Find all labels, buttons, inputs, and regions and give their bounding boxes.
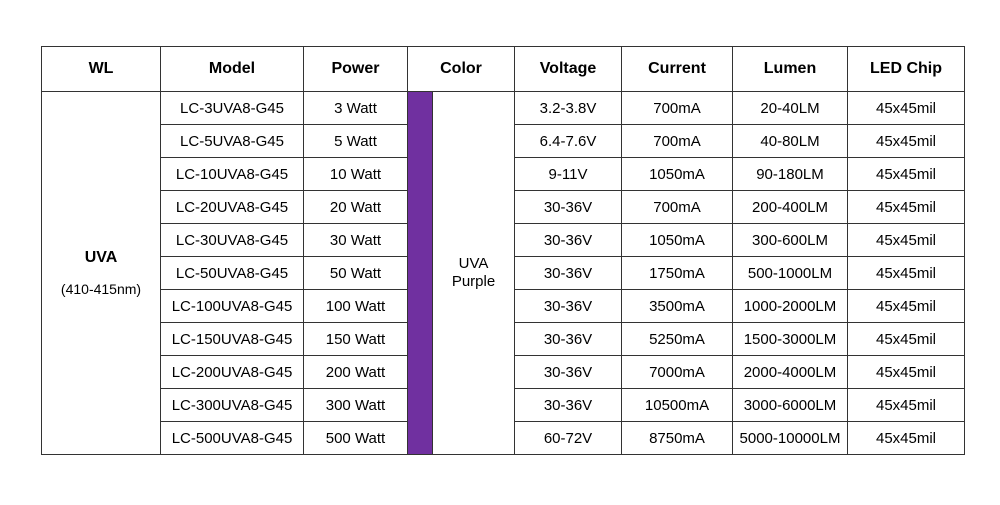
led-chip-cell: 45x45mil xyxy=(847,289,965,323)
color-line-1: UVA xyxy=(458,255,489,272)
voltage-cell: 30-36V xyxy=(514,322,622,356)
table-row: LC-500UVA8-G45 500 Watt 60-72V 8750mA 5000-1… xyxy=(42,421,965,455)
table-row: LC-10UVA8-G45 10 Watt 9-11V 1050mA 90-180LM 4… xyxy=(42,157,965,191)
voltage-cell: 3.2-3.8V xyxy=(514,91,622,125)
color-swatch xyxy=(407,91,433,455)
led-chip-cell: 45x45mil xyxy=(847,223,965,257)
model-cell: LC-500UVA8-G45 xyxy=(160,421,304,455)
table-row: LC-5UVA8-G45 5 Watt 6.4-7.6V 700mA 40-80LM 45… xyxy=(42,124,965,158)
led-chip-cell: 45x45mil xyxy=(847,355,965,389)
wavelength-name: UVA xyxy=(84,248,118,266)
model-cell: LC-10UVA8-G45 xyxy=(160,157,304,191)
lumen-cell: 1000-2000LM xyxy=(732,289,848,323)
led-chip-cell: 45x45mil xyxy=(847,190,965,224)
voltage-cell: 30-36V xyxy=(514,355,622,389)
power-cell: 500 Watt xyxy=(303,421,408,455)
voltage-cell: 30-36V xyxy=(514,190,622,224)
header-current: Current xyxy=(621,46,733,92)
table-row: UVA (410-415nm) LC-3UVA8-G45 3 Watt UVA Purpl… xyxy=(41,91,965,455)
led-chip-cell: 45x45mil xyxy=(847,91,965,125)
model-cell: LC-200UVA8-G45 xyxy=(160,355,304,389)
table-row: LC-50UVA8-G45 50 Watt 30-36V 1750mA 500-1000… xyxy=(42,256,965,290)
current-cell: 1750mA xyxy=(621,256,733,290)
lumen-cell: 500-1000LM xyxy=(732,256,848,290)
header-voltage: Voltage xyxy=(514,46,622,92)
current-cell: 8750mA xyxy=(621,421,733,455)
current-cell: 3500mA xyxy=(621,289,733,323)
power-cell: 10 Watt xyxy=(303,157,408,191)
power-cell: 300 Watt xyxy=(303,388,408,422)
lumen-cell: 1500-3000LM xyxy=(732,322,848,356)
current-cell: 1050mA xyxy=(621,157,733,191)
model-cell: LC-150UVA8-G45 xyxy=(160,322,304,356)
header-power: Power xyxy=(303,46,408,92)
lumen-cell: 2000-4000LM xyxy=(732,355,848,389)
model-cell: LC-30UVA8-G45 xyxy=(160,223,304,257)
model-cell: LC-20UVA8-G45 xyxy=(160,190,304,224)
power-cell: 50 Watt xyxy=(303,256,408,290)
lumen-cell: 90-180LM xyxy=(732,157,848,191)
table-body: UVA (410-415nm) LC-3UVA8-G45 3 Watt UVA Purpl… xyxy=(41,91,965,455)
voltage-cell: 30-36V xyxy=(514,289,622,323)
table-row: LC-20UVA8-G45 20 Watt 30-36V 700mA 200-400LM… xyxy=(42,190,965,224)
table-row: LC-30UVA8-G45 30 Watt 30-36V 1050mA 300-600L… xyxy=(42,223,965,257)
color-line-2: Purple xyxy=(451,273,496,290)
led-chip-cell: 45x45mil xyxy=(847,256,965,290)
lumen-cell: 40-80LM xyxy=(732,124,848,158)
table-row: LC-200UVA8-G45 200 Watt 30-36V 7000mA 2000-4… xyxy=(42,355,965,389)
model-cell: LC-50UVA8-G45 xyxy=(160,256,304,290)
led-chip-cell: 45x45mil xyxy=(847,124,965,158)
led-chip-cell: 45x45mil xyxy=(847,421,965,455)
voltage-cell: 30-36V xyxy=(514,256,622,290)
current-cell: 700mA xyxy=(621,91,733,125)
power-cell: 150 Watt xyxy=(303,322,408,356)
header-color: Color xyxy=(407,46,515,92)
led-chip-cell: 45x45mil xyxy=(847,388,965,422)
header-lumen: Lumen xyxy=(732,46,848,92)
led-chip-cell: 45x45mil xyxy=(847,157,965,191)
header-wl: WL xyxy=(41,46,161,92)
current-cell: 700mA xyxy=(621,124,733,158)
power-cell: 30 Watt xyxy=(303,223,408,257)
model-cell: LC-3UVA8-G45 xyxy=(160,91,304,125)
power-cell: 5 Watt xyxy=(303,124,408,158)
color-name-cell: UVA Purple xyxy=(432,91,515,455)
model-cell: LC-300UVA8-G45 xyxy=(160,388,304,422)
spec-table: WL Model Power Color Voltage Current Lum… xyxy=(41,46,965,455)
voltage-cell: 30-36V xyxy=(514,388,622,422)
voltage-cell: 9-11V xyxy=(514,157,622,191)
table-row: LC-300UVA8-G45 300 Watt 30-36V 10500mA 3000-… xyxy=(42,388,965,422)
power-cell: 200 Watt xyxy=(303,355,408,389)
power-cell: 3 Watt xyxy=(303,91,408,125)
current-cell: 10500mA xyxy=(621,388,733,422)
power-cell: 20 Watt xyxy=(303,190,408,224)
voltage-cell: 6.4-7.6V xyxy=(514,124,622,158)
lumen-cell: 300-600LM xyxy=(732,223,848,257)
current-cell: 5250mA xyxy=(621,322,733,356)
header-row: WL Model Power Color Voltage Current Lum… xyxy=(41,46,965,92)
wavelength-cell: UVA (410-415nm) xyxy=(41,91,161,455)
voltage-cell: 30-36V xyxy=(514,223,622,257)
header-led-chip: LED Chip xyxy=(847,46,965,92)
wavelength-range: (410-415nm) xyxy=(60,281,142,298)
lumen-cell: 5000-10000LM xyxy=(732,421,848,455)
voltage-cell: 60-72V xyxy=(514,421,622,455)
lumen-cell: 3000-6000LM xyxy=(732,388,848,422)
header-model: Model xyxy=(160,46,304,92)
led-chip-cell: 45x45mil xyxy=(847,322,965,356)
model-cell: LC-5UVA8-G45 xyxy=(160,124,304,158)
model-cell: LC-100UVA8-G45 xyxy=(160,289,304,323)
lumen-cell: 200-400LM xyxy=(732,190,848,224)
current-cell: 1050mA xyxy=(621,223,733,257)
current-cell: 700mA xyxy=(621,190,733,224)
lumen-cell: 20-40LM xyxy=(732,91,848,125)
current-cell: 7000mA xyxy=(621,355,733,389)
power-cell: 100 Watt xyxy=(303,289,408,323)
